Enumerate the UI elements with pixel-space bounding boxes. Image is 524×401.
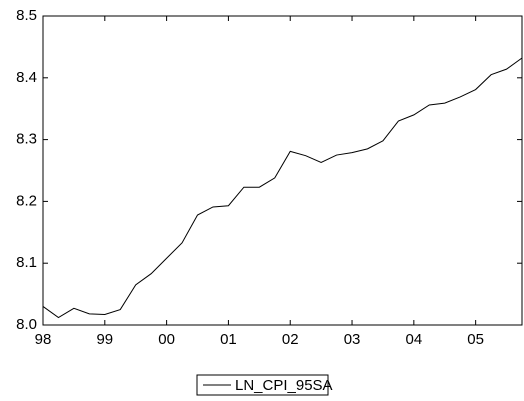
x-tick-label: 00 bbox=[158, 331, 175, 348]
x-tick-label: 99 bbox=[96, 331, 113, 348]
y-tick-label: 8.3 bbox=[16, 131, 37, 148]
x-tick-label: 02 bbox=[282, 331, 299, 348]
x-tick-label: 04 bbox=[405, 331, 422, 348]
y-tick-label: 8.0 bbox=[16, 316, 37, 333]
x-tick-label: 01 bbox=[220, 331, 237, 348]
y-tick-label: 8.2 bbox=[16, 192, 37, 209]
y-tick-label: 8.5 bbox=[16, 7, 37, 24]
legend-label: LN_CPI_95SA bbox=[235, 377, 333, 394]
x-tick-label: 05 bbox=[467, 331, 484, 348]
x-tick-label: 98 bbox=[35, 331, 52, 348]
series-line bbox=[42, 57, 523, 319]
y-tick-label: 8.1 bbox=[16, 254, 37, 271]
y-tick-label: 8.4 bbox=[16, 69, 37, 86]
x-tick-label: 03 bbox=[344, 331, 361, 348]
plot-frame bbox=[42, 15, 523, 326]
legend-box bbox=[196, 374, 329, 396]
